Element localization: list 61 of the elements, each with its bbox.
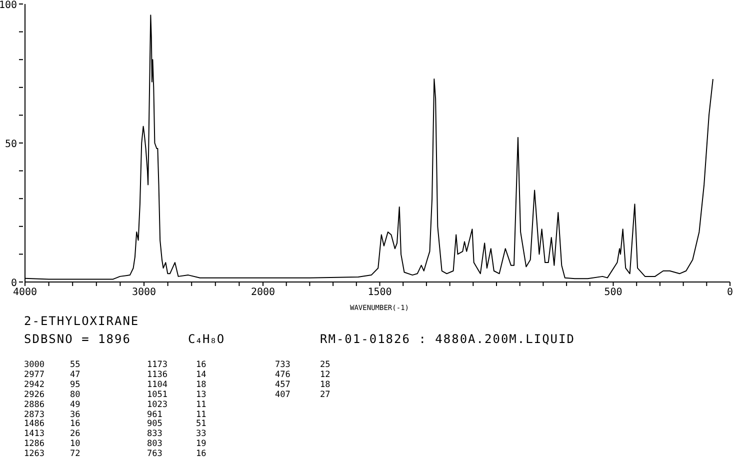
- text: 26: [70, 429, 80, 440]
- text: 457: [275, 380, 290, 390]
- text: 1051: [147, 390, 168, 400]
- text: 16: [196, 449, 206, 457]
- text: 1263: [24, 449, 44, 457]
- text: 1413: [24, 429, 44, 440]
- x-tick-label: 4000: [12, 287, 38, 298]
- text: 1104: [147, 380, 168, 390]
- text: 1173: [147, 360, 168, 370]
- text: 27: [320, 390, 330, 400]
- text: 905: [147, 419, 162, 430]
- text: 18: [320, 380, 330, 390]
- text: 803: [147, 439, 162, 450]
- y-tick-label: 100: [0, 0, 17, 11]
- text: 18: [196, 380, 206, 390]
- text: 833: [147, 429, 162, 440]
- x-tick-label: 1500: [368, 287, 392, 298]
- text: 16: [70, 419, 80, 430]
- x-tick-label: 2000: [250, 287, 276, 298]
- text: 3000: [24, 360, 44, 370]
- text: 33: [196, 429, 206, 440]
- text: 72: [70, 449, 80, 457]
- text: 49: [70, 400, 80, 410]
- text: 1286: [24, 439, 44, 450]
- text: 19: [196, 439, 206, 450]
- text: 2926: [24, 390, 44, 400]
- text: 733: [275, 360, 290, 370]
- text: 2873: [24, 410, 44, 420]
- text: 16: [196, 360, 206, 370]
- text: 1136: [147, 370, 168, 380]
- text: 47: [70, 370, 80, 380]
- text: 2-ETHYLOXIRANE: [24, 314, 140, 328]
- text: 13: [196, 390, 206, 400]
- text: 763: [147, 449, 162, 457]
- text: 2977: [24, 370, 44, 380]
- text: 51: [196, 419, 206, 430]
- text: RM-01-01826 : 4880A.200M.LIQUID: [320, 332, 575, 346]
- text: 407: [275, 390, 290, 400]
- y-tick-label: 50: [4, 139, 17, 150]
- text: 25: [320, 360, 330, 370]
- text: 961: [147, 410, 162, 420]
- text: 95: [70, 380, 80, 390]
- text: 2886: [24, 400, 44, 410]
- x-tick-label: 3000: [132, 287, 156, 298]
- text: 36: [70, 410, 80, 420]
- y-tick-label: 0: [10, 278, 17, 289]
- text: 80: [70, 390, 80, 400]
- text: 1486: [24, 419, 44, 430]
- text: 11: [196, 400, 206, 410]
- x-tick-label: 500: [604, 287, 622, 298]
- text: 11: [196, 410, 206, 420]
- text: 14: [196, 370, 206, 380]
- text: C₄H₈O: [188, 332, 224, 346]
- text: 10: [70, 439, 80, 450]
- text: SDBSNO = 1896: [24, 332, 131, 346]
- text: 2942: [24, 380, 44, 390]
- text: 12: [320, 370, 330, 380]
- text: 1023: [147, 400, 168, 410]
- text: 476: [275, 370, 290, 380]
- text: 55: [70, 360, 80, 370]
- x-tick-label: 0: [726, 287, 734, 298]
